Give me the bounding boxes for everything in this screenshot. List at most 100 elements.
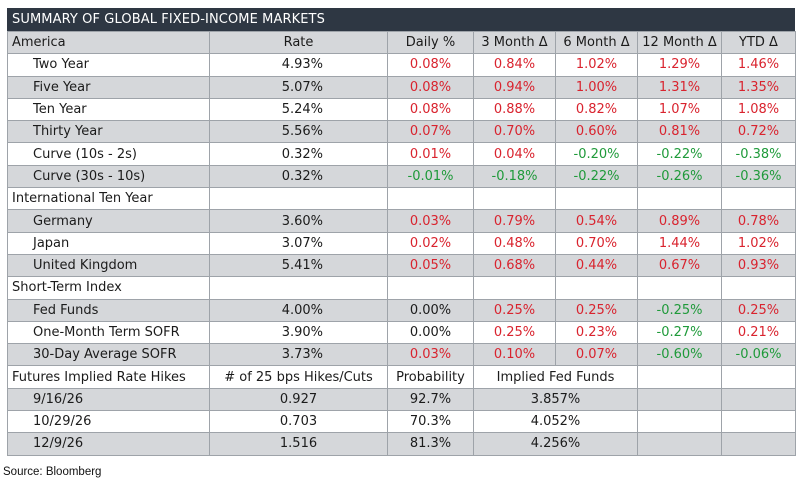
change-m6: 0.54% bbox=[555, 209, 638, 233]
empty-cell bbox=[209, 276, 388, 300]
change-daily: 0.08% bbox=[387, 53, 474, 77]
fixed-income-summary: SUMMARY OF GLOBAL FIXED-INCOME MARKETS A… bbox=[7, 8, 796, 456]
empty-cell bbox=[209, 187, 388, 211]
rate-value: 4.93% bbox=[209, 53, 388, 77]
table-row: 30-Day Average SOFR 3.73% 0.03% 0.10% 0.07% -… bbox=[7, 343, 796, 367]
empty-cell bbox=[637, 276, 722, 300]
futures-row: 12/9/26 1.516 81.3% 4.256% bbox=[7, 432, 796, 456]
change-m3: 0.84% bbox=[473, 53, 556, 77]
empty-cell bbox=[637, 432, 722, 456]
change-m6: 0.25% bbox=[555, 298, 638, 322]
futures-implied: 3.857% bbox=[473, 387, 638, 412]
rate-value: 5.41% bbox=[209, 253, 388, 278]
row-label: 30-Day Average SOFR bbox=[7, 343, 210, 367]
empty-cell bbox=[555, 187, 638, 211]
change-daily: 0.00% bbox=[387, 320, 474, 345]
table-row: Ten Year 5.24% 0.08% 0.88% 0.82% 1.07% 1.08% bbox=[7, 97, 796, 122]
change-ytd: 1.02% bbox=[721, 231, 796, 255]
section-short-term: Short-Term Index bbox=[7, 276, 796, 300]
empty-cell bbox=[637, 410, 722, 434]
change-m6: 0.82% bbox=[555, 97, 638, 122]
header-ytd: YTD Δ bbox=[721, 30, 796, 55]
change-m6: 0.60% bbox=[555, 120, 638, 144]
rate-value: 0.32% bbox=[209, 142, 388, 166]
header-daily: Daily % bbox=[387, 30, 474, 55]
futures-implied: 4.052% bbox=[473, 410, 638, 434]
header-6month: 6 Month Δ bbox=[555, 30, 638, 55]
change-m6: 0.23% bbox=[555, 320, 638, 345]
row-label: One-Month Term SOFR bbox=[7, 320, 210, 345]
change-ytd: 0.78% bbox=[721, 209, 796, 233]
change-ytd: 0.25% bbox=[721, 298, 796, 322]
table-row: Germany 3.60% 0.03% 0.79% 0.54% 0.89% 0.78% bbox=[7, 209, 796, 233]
change-m12: 0.67% bbox=[637, 253, 722, 278]
futures-row: 9/16/26 0.927 92.7% 3.857% bbox=[7, 387, 796, 412]
row-label: Fed Funds bbox=[7, 298, 210, 322]
header-row: America Rate Daily % 3 Month Δ 6 Month Δ… bbox=[7, 30, 796, 55]
change-m3: 0.79% bbox=[473, 209, 556, 233]
empty-cell bbox=[473, 187, 556, 211]
rate-value: 5.56% bbox=[209, 120, 388, 144]
header-3month: 3 Month Δ bbox=[473, 30, 556, 55]
table-row: One-Month Term SOFR 3.90% 0.00% 0.25% 0.23% -… bbox=[7, 320, 796, 345]
empty-cell bbox=[721, 187, 796, 211]
empty-cell bbox=[637, 187, 722, 211]
row-label: Japan bbox=[7, 231, 210, 255]
change-ytd: -0.38% bbox=[721, 142, 796, 166]
change-ytd: -0.36% bbox=[721, 164, 796, 189]
change-ytd: 1.46% bbox=[721, 53, 796, 77]
table-row: Curve (10s - 2s) 0.32% 0.01% 0.04% -0.20% -0.… bbox=[7, 142, 796, 166]
change-m12: 1.07% bbox=[637, 97, 722, 122]
change-ytd: 1.08% bbox=[721, 97, 796, 122]
change-m12: -0.22% bbox=[637, 142, 722, 166]
change-ytd: 0.93% bbox=[721, 253, 796, 278]
row-label: Thirty Year bbox=[7, 120, 210, 144]
change-m3: 0.25% bbox=[473, 298, 556, 322]
table-row: Thirty Year 5.56% 0.07% 0.70% 0.60% 0.81% 0.72… bbox=[7, 120, 796, 144]
row-label: Curve (10s - 2s) bbox=[7, 142, 210, 166]
section-short-term-label: Short-Term Index bbox=[7, 276, 210, 300]
change-daily: 0.02% bbox=[387, 231, 474, 255]
change-m12: 0.89% bbox=[637, 209, 722, 233]
change-m3: 0.48% bbox=[473, 231, 556, 255]
change-m12: 1.31% bbox=[637, 75, 722, 99]
change-m6: 0.07% bbox=[555, 343, 638, 367]
futures-header-title: Futures Implied Rate Hikes bbox=[7, 365, 210, 389]
rate-value: 3.90% bbox=[209, 320, 388, 345]
change-m12: -0.25% bbox=[637, 298, 722, 322]
table-row: Fed Funds 4.00% 0.00% 0.25% 0.25% -0.25% 0.25% bbox=[7, 298, 796, 322]
table-row: United Kingdom 5.41% 0.05% 0.68% 0.44% 0.67% 0… bbox=[7, 253, 796, 278]
change-m6: 0.70% bbox=[555, 231, 638, 255]
change-m6: -0.20% bbox=[555, 142, 638, 166]
futures-date: 12/9/26 bbox=[7, 432, 210, 456]
source-note: Source: Bloomberg bbox=[3, 466, 102, 478]
rate-value: 5.07% bbox=[209, 75, 388, 99]
row-label: Two Year bbox=[7, 53, 210, 77]
empty-cell bbox=[637, 387, 722, 412]
change-m12: -0.60% bbox=[637, 343, 722, 367]
empty-cell bbox=[721, 387, 796, 412]
header-rate: Rate bbox=[209, 30, 388, 55]
row-label: Ten Year bbox=[7, 97, 210, 122]
section-international-label: International Ten Year bbox=[7, 187, 210, 211]
futures-probability: 70.3% bbox=[387, 410, 474, 434]
change-m6: 1.00% bbox=[555, 75, 638, 99]
table-body: America Rate Daily % 3 Month Δ 6 Month Δ… bbox=[7, 30, 796, 456]
change-daily: -0.01% bbox=[387, 164, 474, 189]
row-label: Germany bbox=[7, 209, 210, 233]
rate-value: 4.00% bbox=[209, 298, 388, 322]
empty-cell bbox=[555, 276, 638, 300]
futures-date: 9/16/26 bbox=[7, 387, 210, 412]
futures-hikes: 0.927 bbox=[209, 387, 388, 412]
change-daily: 0.08% bbox=[387, 97, 474, 122]
empty-cell bbox=[473, 276, 556, 300]
futures-probability: 92.7% bbox=[387, 387, 474, 412]
futures-header-row: Futures Implied Rate Hikes # of 25 bps Hi… bbox=[7, 365, 796, 389]
table-row: Curve (30s - 10s) 0.32% -0.01% -0.18% -0.22%… bbox=[7, 164, 796, 189]
futures-hikes: 1.516 bbox=[209, 432, 388, 456]
change-m3: -0.18% bbox=[473, 164, 556, 189]
change-ytd: -0.06% bbox=[721, 343, 796, 367]
rate-value: 3.73% bbox=[209, 343, 388, 367]
empty-cell bbox=[387, 187, 474, 211]
table-row: Two Year 4.93% 0.08% 0.84% 1.02% 1.29% 1.46% bbox=[7, 53, 796, 77]
